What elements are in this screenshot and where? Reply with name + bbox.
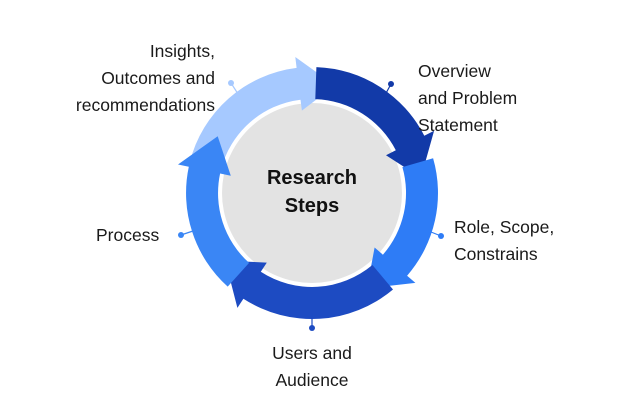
step-label-users: Users and Audience <box>272 343 352 390</box>
cycle-arrow-overview <box>315 67 435 178</box>
step-label-process: Process <box>96 225 160 245</box>
connector-dot-process <box>178 232 184 238</box>
connector-dot-overview <box>388 81 394 87</box>
cycle-arrow-insights <box>189 57 335 171</box>
inner-disc <box>222 103 402 283</box>
cycle-arrow-process <box>178 136 250 287</box>
connector-dot-role <box>438 233 444 239</box>
connector-dot-users <box>309 325 315 331</box>
center-title: Research Steps <box>266 167 358 217</box>
step-label-role: Role, Scope, Constrains <box>454 217 555 264</box>
cycle-arrow-role <box>367 158 438 289</box>
connector-dot-insights <box>228 80 234 86</box>
step-label-overview: Overview and Problem Statement <box>418 61 518 135</box>
cycle-arrow-users <box>225 260 393 320</box>
step-label-insights: Insights, Outcomes and recommendations <box>75 41 215 115</box>
